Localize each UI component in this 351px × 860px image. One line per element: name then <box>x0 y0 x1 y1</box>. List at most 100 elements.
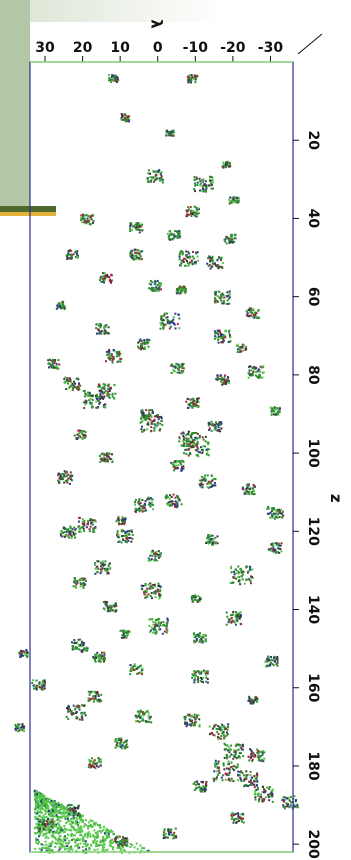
dense-point <box>81 819 84 822</box>
dense-point <box>44 812 47 815</box>
z-tick-label: 20 <box>305 130 321 150</box>
dense-point <box>78 838 81 841</box>
dense-point <box>103 832 106 835</box>
dense-point <box>96 848 99 851</box>
dense-point <box>64 817 67 820</box>
dense-point <box>63 837 66 840</box>
cluster-point <box>208 723 230 740</box>
dense-point <box>52 833 54 836</box>
cluster-point <box>129 222 144 234</box>
dense-point <box>65 806 68 809</box>
dense-point <box>35 837 37 840</box>
dense-point <box>99 841 102 843</box>
cluster-point <box>213 329 232 344</box>
cluster-point <box>31 679 46 691</box>
dense-point <box>107 832 110 835</box>
dense-point <box>140 850 143 852</box>
dense-point <box>45 835 48 838</box>
dense-point <box>70 829 73 832</box>
dense-point <box>79 831 82 834</box>
dense-point <box>81 840 84 842</box>
dense-point <box>55 813 58 816</box>
dense-point <box>46 826 49 829</box>
cluster-point <box>183 713 201 728</box>
dense-point <box>112 833 115 836</box>
dense-point <box>49 811 52 814</box>
dense-point <box>75 849 78 852</box>
dense-point <box>50 799 53 802</box>
cluster-point <box>247 748 266 763</box>
dense-point <box>123 848 126 851</box>
dense-point <box>50 834 53 837</box>
dense-point <box>86 834 89 837</box>
dense-point <box>108 836 110 839</box>
dense-point <box>58 845 61 848</box>
dense-point <box>79 817 82 820</box>
dense-point <box>78 815 81 818</box>
dense-point <box>86 836 89 839</box>
z-tick-label: 140 <box>305 595 321 624</box>
dense-point <box>35 841 38 844</box>
dense-point <box>68 820 71 823</box>
cluster-point <box>198 474 217 489</box>
dense-point <box>38 835 40 838</box>
dense-point <box>70 835 73 838</box>
cluster-point <box>65 704 87 721</box>
cluster-point <box>71 638 89 653</box>
dense-point <box>93 840 96 843</box>
dense-point <box>74 823 77 825</box>
dense-point <box>45 829 48 832</box>
dense-point <box>71 839 73 841</box>
dense-point <box>40 803 43 806</box>
dense-point <box>106 835 109 838</box>
dense-point <box>50 843 53 846</box>
dense-point <box>101 829 104 832</box>
dense-point <box>139 844 142 847</box>
dense-point <box>42 802 45 805</box>
dense-point <box>62 811 65 814</box>
dense-point <box>36 818 39 821</box>
dense-point <box>96 840 98 843</box>
dense-point <box>64 835 66 838</box>
dense-point <box>40 843 43 846</box>
dense-point <box>40 800 42 803</box>
cluster-point <box>119 629 131 639</box>
dense-point <box>44 802 46 805</box>
dense-point <box>70 824 73 827</box>
dense-point <box>110 829 113 832</box>
dense-point <box>41 796 43 799</box>
dense-point <box>74 839 77 841</box>
cluster-point <box>205 534 219 546</box>
dense-point <box>57 817 60 820</box>
dense-point <box>106 831 109 834</box>
dense-point <box>47 837 50 840</box>
dense-point <box>44 833 47 836</box>
cluster-point <box>185 205 200 218</box>
cluster-point <box>247 695 259 705</box>
dense-point <box>64 848 67 850</box>
cluster-point <box>225 611 243 626</box>
lambda-tick-label: 10 <box>110 40 130 56</box>
dense-point <box>51 840 54 843</box>
cluster-point <box>77 516 97 533</box>
dense-point <box>96 833 99 836</box>
cluster-point <box>269 406 281 416</box>
dense-point <box>48 827 51 830</box>
dense-point <box>47 804 50 807</box>
dense-point <box>47 818 50 820</box>
dense-point <box>83 839 86 842</box>
dense-point <box>102 835 105 838</box>
dense-point <box>105 827 108 830</box>
dense-point <box>37 803 40 806</box>
dense-point <box>52 817 54 820</box>
dense-point <box>66 845 69 847</box>
dense-point <box>38 804 41 807</box>
dense-point <box>41 807 43 810</box>
dense-point <box>123 850 126 853</box>
lambda-tick-label: 20 <box>73 40 93 56</box>
dense-point <box>92 823 95 825</box>
cluster-point <box>207 420 223 433</box>
dense-point <box>42 808 44 811</box>
z-tick-label: 80 <box>305 365 321 385</box>
z-axis-title: z <box>327 494 345 503</box>
